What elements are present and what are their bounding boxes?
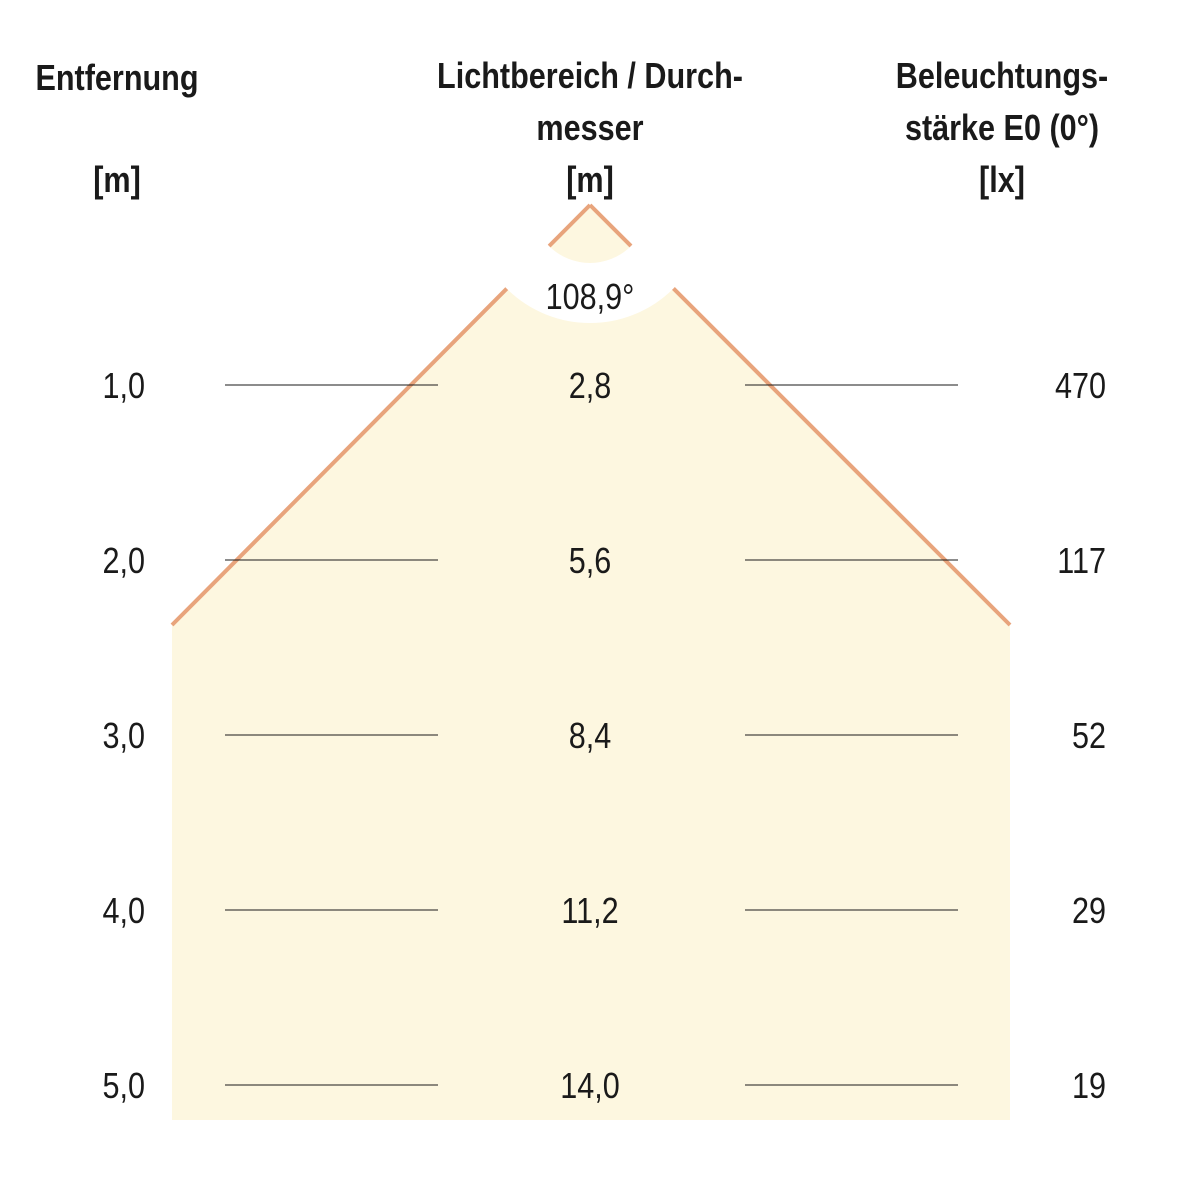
light-beam-area [172, 205, 1010, 1120]
illuminance-value: 29 [1072, 892, 1106, 932]
table-row: 5,0 14,0 19 [102, 1067, 1106, 1107]
distance-value: 2,0 [102, 542, 145, 582]
illuminance-value: 117 [1057, 542, 1106, 582]
header-distance-label: Entfernung [35, 59, 198, 99]
table-row: 2,0 5,6 117 [102, 542, 1106, 582]
illuminance-value: 470 [1055, 367, 1106, 407]
header-diameter: Lichtbereich / Durch- messer [m] [437, 57, 743, 201]
header-distance-unit: [m] [93, 161, 141, 201]
illuminance-value: 52 [1072, 717, 1106, 757]
header-illuminance-label-2: stärke E0 (0°) [905, 109, 1099, 149]
distance-value: 5,0 [102, 1067, 145, 1107]
header-distance: Entfernung [m] [35, 59, 198, 201]
header-illuminance: Beleuchtungs- stärke E0 (0°) [lx] [896, 57, 1108, 201]
header-diameter-unit: [m] [566, 161, 614, 201]
table-row: 1,0 2,8 470 [102, 367, 1106, 407]
table-row: 3,0 8,4 52 [102, 717, 1106, 757]
diameter-value: 11,2 [561, 892, 618, 932]
beam-angle-label: 108,9° [546, 278, 635, 318]
header-diameter-label-2: messer [536, 109, 643, 149]
diameter-value: 5,6 [569, 542, 612, 582]
header-illuminance-unit: [lx] [979, 161, 1025, 201]
distance-value: 4,0 [102, 892, 145, 932]
diameter-value: 14,0 [560, 1067, 620, 1107]
table-row: 4,0 11,2 29 [102, 892, 1106, 932]
header-diameter-label-1: Lichtbereich / Durch- [437, 57, 743, 97]
beam-angle-gap [472, 87, 708, 323]
diameter-value: 2,8 [569, 367, 612, 407]
distance-value: 1,0 [102, 367, 145, 407]
header-illuminance-label-1: Beleuchtungs- [896, 57, 1108, 97]
illuminance-value: 19 [1072, 1067, 1106, 1107]
distance-value: 3,0 [102, 717, 145, 757]
diameter-value: 8,4 [569, 717, 612, 757]
